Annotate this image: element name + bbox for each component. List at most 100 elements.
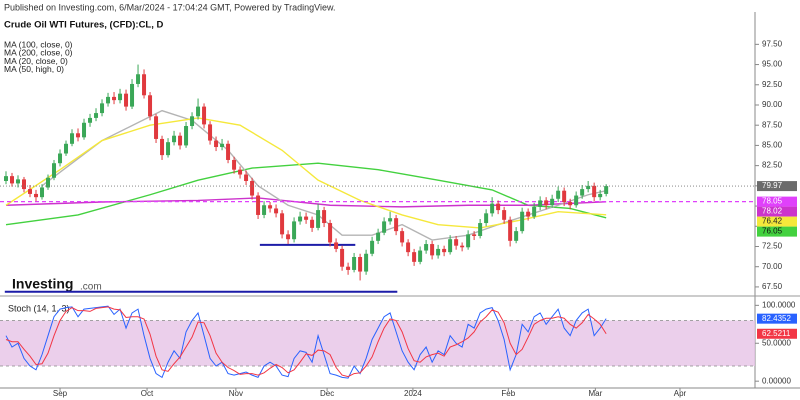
candle-body bbox=[556, 190, 561, 199]
price-label-bg bbox=[757, 206, 797, 217]
candle-body bbox=[4, 176, 9, 181]
candle-body bbox=[574, 195, 579, 206]
candle-body bbox=[346, 266, 351, 270]
candle-body bbox=[172, 135, 177, 143]
legend-entry: MA (100, close, 0) bbox=[4, 39, 73, 49]
y-tick-label: 87.50 bbox=[762, 120, 783, 129]
candle-body bbox=[214, 140, 219, 148]
candle-body bbox=[274, 208, 279, 214]
y-tick-label: 92.50 bbox=[762, 80, 783, 89]
candle-body bbox=[550, 198, 555, 206]
candle-body bbox=[592, 185, 597, 198]
candle-body bbox=[460, 245, 465, 248]
candle-body bbox=[70, 133, 75, 144]
candle-body bbox=[142, 74, 147, 96]
candle-body bbox=[202, 106, 207, 125]
candle-body bbox=[502, 210, 507, 220]
price-label: 78.05 bbox=[762, 197, 783, 206]
candle-body bbox=[364, 253, 369, 272]
candle-body bbox=[280, 213, 285, 235]
price-label-bg bbox=[757, 196, 797, 207]
candle-body bbox=[268, 205, 273, 209]
stoch-label: 82.4352 bbox=[762, 314, 791, 323]
stoch-title: Stoch (14, 1, 3) bbox=[8, 303, 70, 313]
y-tick-label: 95.00 bbox=[762, 60, 783, 69]
stoch-pane bbox=[0, 305, 755, 379]
candle-body bbox=[508, 219, 513, 241]
stoch-label-bg bbox=[757, 313, 797, 324]
stoch-line bbox=[5, 305, 607, 379]
candle-body bbox=[310, 219, 315, 228]
candle-body bbox=[286, 234, 291, 240]
candle-body bbox=[544, 200, 549, 206]
x-tick-label: Dec bbox=[320, 389, 334, 398]
candle-body bbox=[340, 248, 345, 267]
candle-body bbox=[292, 221, 297, 240]
candle-body bbox=[64, 143, 69, 154]
logo-suffix: .com bbox=[80, 282, 102, 293]
price-label-bg bbox=[757, 226, 797, 237]
y-tick-label: 100.0000 bbox=[762, 300, 796, 309]
candle-body bbox=[124, 93, 129, 107]
price-label: 79.97 bbox=[762, 181, 783, 190]
candle-body bbox=[454, 239, 459, 246]
candle-body bbox=[10, 176, 15, 184]
legend-entry: MA (200, close, 0) bbox=[4, 48, 73, 58]
x-tick-label: Oct bbox=[141, 389, 154, 398]
candle-body bbox=[52, 163, 57, 178]
candle-body bbox=[130, 83, 135, 107]
y-tick-label: 82.50 bbox=[762, 161, 783, 170]
x-tick-label: Mar bbox=[588, 389, 602, 398]
price-label-bg bbox=[757, 181, 797, 192]
price-label-bg bbox=[757, 216, 797, 227]
candle-body bbox=[28, 189, 33, 194]
candle-body bbox=[208, 124, 213, 141]
candle-body bbox=[466, 234, 471, 248]
candle-body bbox=[604, 186, 609, 194]
candle-body bbox=[334, 242, 339, 249]
candle-body bbox=[388, 218, 393, 222]
candle-body bbox=[448, 239, 453, 253]
chart-title: Crude Oil WTI Futures, (CFD):CL, D bbox=[4, 20, 164, 31]
x-tick-label: Feb bbox=[501, 389, 515, 398]
y-tick-label: 0.00000 bbox=[762, 376, 791, 385]
candle-body bbox=[154, 116, 159, 139]
candle-body bbox=[178, 135, 183, 146]
candle-body bbox=[538, 200, 543, 207]
candle-body bbox=[88, 117, 93, 123]
candle-body bbox=[160, 138, 165, 156]
candle-body bbox=[496, 203, 501, 211]
candle-body bbox=[196, 106, 201, 117]
candle-body bbox=[376, 232, 381, 241]
candle-body bbox=[250, 180, 255, 196]
candle-body bbox=[424, 244, 429, 251]
candle-body bbox=[148, 95, 153, 117]
candle-body bbox=[436, 248, 441, 256]
candle-body bbox=[580, 189, 585, 196]
candle-body bbox=[304, 216, 309, 220]
candle-body bbox=[184, 126, 189, 146]
y-tick-label: 50.0000 bbox=[762, 338, 791, 347]
candle-body bbox=[82, 122, 87, 138]
candle-body bbox=[490, 203, 495, 214]
logo-brand: Investing bbox=[12, 276, 73, 292]
candle-body bbox=[100, 103, 105, 114]
price-pane bbox=[0, 64, 755, 293]
candle-body bbox=[22, 179, 27, 190]
candle-body bbox=[16, 179, 21, 184]
candle-body bbox=[298, 216, 303, 222]
candle-body bbox=[94, 113, 99, 118]
candle-body bbox=[58, 153, 63, 164]
x-tick-label: Apr bbox=[674, 389, 687, 398]
candle-body bbox=[46, 177, 51, 188]
candle-body bbox=[190, 116, 195, 127]
y-tick-label: 72.50 bbox=[762, 242, 783, 251]
header-text: Published on Investing.com, 6/Mar/2024 -… bbox=[4, 2, 336, 12]
stoch-label: 62.5211 bbox=[762, 329, 791, 338]
legend-entry: MA (50, high, 0) bbox=[4, 64, 64, 74]
price-label: 78.02 bbox=[762, 207, 783, 216]
y-tick-label: 90.00 bbox=[762, 100, 783, 109]
candle-body bbox=[40, 187, 45, 198]
